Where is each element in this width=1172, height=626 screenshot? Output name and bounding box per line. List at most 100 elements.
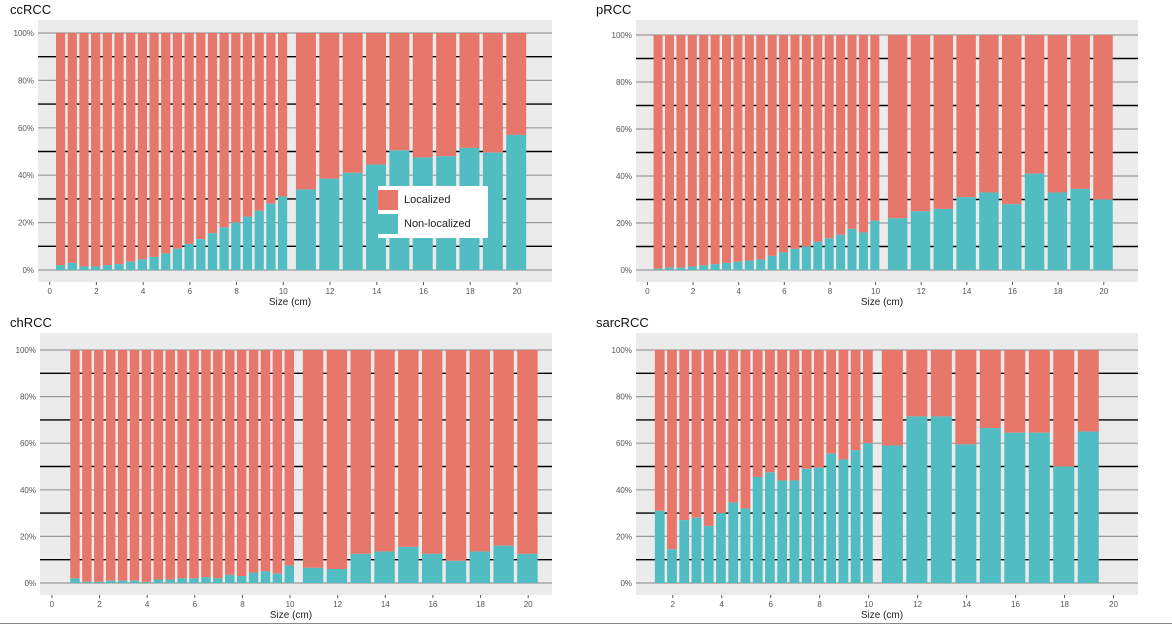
bar-nonlocalized [421,553,443,583]
bar-localized [260,350,271,572]
bar-localized [184,33,194,244]
bar-localized [236,350,247,577]
bar-nonlocalized [445,560,467,583]
y-tick-label: 0% [620,579,632,588]
bar-nonlocalized [699,265,709,270]
x-tick-label: 12 [333,600,342,609]
bar-nonlocalized [236,576,247,583]
x-tick-label: 18 [466,287,475,296]
bar-localized [469,350,491,552]
bar-nonlocalized [137,259,148,270]
bar-localized [421,350,443,554]
bar-localized [836,35,846,235]
bar-localized [117,350,128,581]
bar-localized [801,35,811,247]
bar-nonlocalized [801,246,811,270]
bar-nonlocalized [654,510,665,583]
bar-nonlocalized [1077,431,1099,583]
bar-nonlocalized [836,234,846,270]
bar-localized [506,33,527,135]
bar-nonlocalized [161,253,171,270]
bar-nonlocalized [213,578,223,583]
bar-nonlocalized [350,553,371,583]
chart-title: ccRCC [10,2,52,17]
bar-nonlocalized [172,248,183,270]
bar-nonlocalized [177,578,187,583]
chart-title: chRCC [10,315,52,330]
bar-localized [887,35,908,219]
bar-localized [102,33,112,266]
bar-nonlocalized [277,196,288,270]
bar-localized [326,350,348,570]
bar-nonlocalized [70,578,80,583]
bar-localized [933,35,954,209]
bar-localized [824,35,834,239]
x-tick-label: 14 [962,600,971,609]
bar-nonlocalized [863,443,873,583]
x-tick-label: 10 [864,600,873,609]
bar-localized [740,350,751,509]
bar-nonlocalized [129,580,140,583]
bar-nonlocalized [219,227,229,270]
y-tick-label: 100% [612,31,632,40]
bar-localized [94,350,104,582]
bar-nonlocalized [679,520,690,583]
chart-svg: 0% 20% 40% 60% 80% 100% 0 2 4 6 8 10 12 14 16 18 20 Size … [16,333,552,621]
bar-localized [956,35,976,198]
bar-nonlocalized [1028,432,1050,583]
bar-nonlocalized [838,459,849,583]
bar-nonlocalized [789,480,800,583]
bar-localized [153,350,164,580]
bar-nonlocalized [102,265,112,270]
bar-localized [137,33,148,260]
bar-localized [350,350,371,554]
bar-localized [906,350,928,417]
bar-nonlocalized [482,152,503,270]
bar-nonlocalized [149,256,159,270]
bar-localized [1028,350,1050,433]
chart-title: pRCC [596,2,632,17]
y-tick-label: 60% [616,125,632,134]
bar-nonlocalized [956,197,976,270]
bar-nonlocalized [196,239,206,270]
bar-localized [67,33,77,263]
bar-localized [374,350,395,552]
bar-nonlocalized [752,476,763,583]
bar-localized [319,33,340,179]
bar-nonlocalized [722,262,732,270]
y-tick-label: 0% [22,266,34,275]
bar-localized [105,350,116,581]
bar-localized [679,350,690,521]
bar-nonlocalized [184,243,194,270]
bar-nonlocalized [141,581,152,583]
bar-nonlocalized [790,248,800,270]
bar-nonlocalized [744,260,754,270]
bar-nonlocalized [248,572,259,583]
legend-item-localized: Localized [378,188,488,212]
chart-svg: 0% 20% 40% 60% 80% 100% 0 2 4 6 8 10 12 14 16 18 20 Size … [612,20,1138,308]
bar-localized [676,35,686,268]
bar-nonlocalized [374,551,395,583]
y-tick-label: 20% [616,219,632,228]
bar-localized [459,33,480,148]
x-tick-label: 16 [428,600,437,609]
bar-nonlocalized [284,565,295,583]
x-axis-title: Size (cm) [861,610,903,621]
bar-localized [722,35,732,263]
x-tick-label: 6 [188,287,193,296]
x-tick-label: 4 [719,600,724,609]
bar-nonlocalized [687,266,697,270]
bar-nonlocalized [777,480,788,583]
bar-localized [242,33,253,217]
y-tick-label: 100% [16,346,36,355]
bar-localized [664,35,674,268]
y-tick-label: 40% [20,486,36,495]
bar-localized [482,33,503,153]
x-tick-label: 18 [1054,287,1063,296]
x-tick-label: 8 [240,600,245,609]
y-tick-label: 20% [20,532,36,541]
bar-localized [847,35,857,229]
bar-localized [777,350,788,481]
x-tick-label: 0 [47,287,52,296]
